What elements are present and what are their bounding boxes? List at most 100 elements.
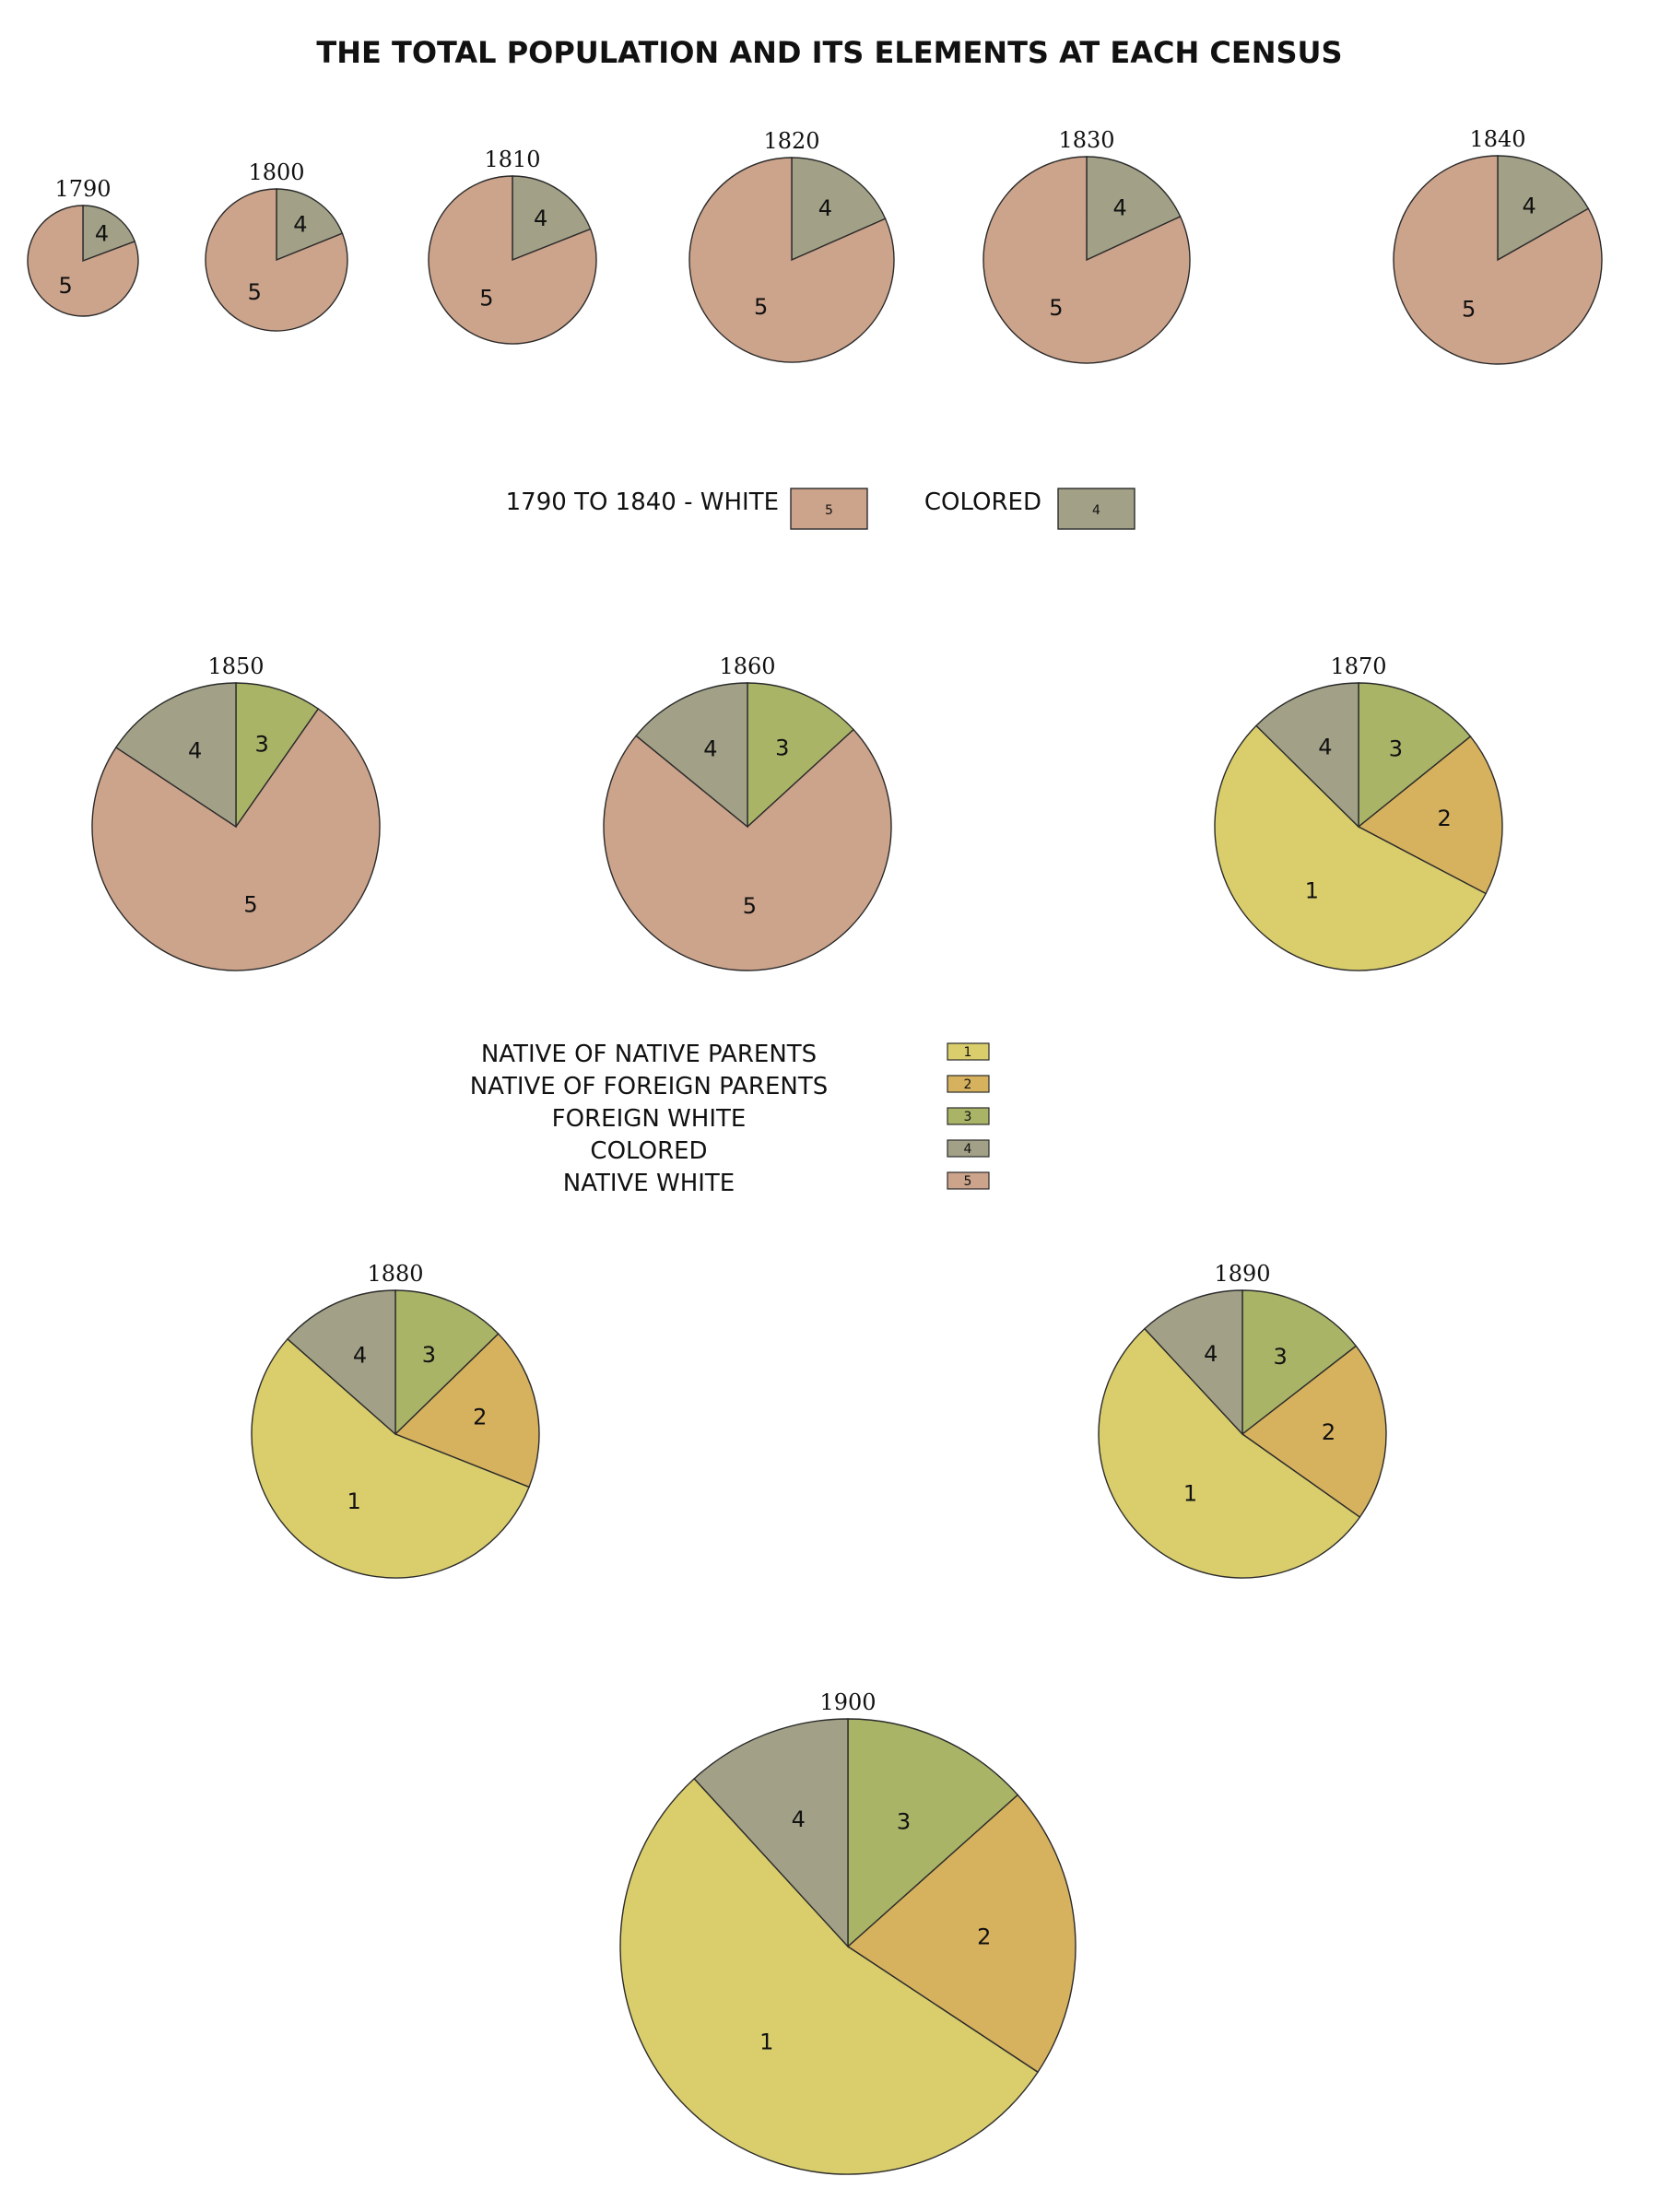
pie-slice-1890-1 [1098,1327,1361,1579]
pie-1900: 3 2 1 4 1900 [619,1689,1077,2175]
slice-label-1890-2: 2 [1322,1419,1335,1445]
slice-label-1870-2: 2 [1438,806,1452,831]
pie-slice-1870-1 [1214,724,1488,971]
pie-slice-1790-5 [27,205,139,317]
legend-label: NATIVE WHITE [563,1170,735,1197]
pie-slice-1830-4 [1086,156,1182,262]
slice-label-1840-4: 4 [1523,193,1536,218]
slice-label-1810-4: 4 [534,206,547,231]
pie-year-label: 1830 [1058,127,1114,153]
slice-label-1860-3: 3 [775,735,789,760]
legend-swatch-key: 5 [964,1174,972,1189]
pie-slice-1870-4 [1255,682,1359,829]
pie-slice-1810-5 [428,175,597,345]
pie-slice-1900-4 [693,1718,849,1948]
slice-label-1800-5: 5 [248,279,262,305]
legend-1790-1840: 1790 TO 1840 - WHITE 5 COLORED 4 [506,488,1135,530]
legend-label: COLORED [590,1137,707,1165]
pie-1850: 3 5 4 1850 [91,653,381,971]
pie-1870: 3 2 1 4 1870 [1214,653,1503,971]
slice-label-1860-4: 4 [703,735,717,761]
slice-label-1860-5: 5 [743,893,757,919]
slice-label-1870-1: 1 [1305,877,1319,903]
pie-year-label: 1840 [1469,126,1525,152]
legend-swatch-5 [790,488,868,530]
legend-label: NATIVE OF FOREIGN PARENTS [470,1073,829,1100]
legend-label: NATIVE OF NATIVE PARENTS [481,1041,817,1068]
slice-label-1890-1: 1 [1183,1481,1197,1507]
pie-1820: 4 5 1820 [688,128,895,363]
pie-1860: 3 5 4 1860 [603,653,892,971]
pie-slice-1880-4 [286,1289,396,1436]
slice-label-1850-5: 5 [243,891,257,917]
pie-year-label: 1860 [719,653,775,679]
pie-year-label: 1870 [1330,653,1386,679]
slice-label-1890-4: 4 [1204,1341,1218,1367]
pie-slice-1810-4 [512,175,592,262]
slice-label-1870-3: 3 [1389,736,1403,762]
legend-swatch-3 [947,1107,990,1125]
legend-swatch-4 [947,1139,990,1158]
slice-label-1820-4: 4 [818,195,832,221]
pie-year-label: 1890 [1214,1261,1270,1287]
pie-slice-1860-4 [635,682,748,829]
pie-slice-1820-4 [791,157,887,262]
slice-label-1870-4: 4 [1318,735,1332,760]
pie-1810: 4 5 1810 [428,147,597,345]
pie-slice-1850-4 [114,682,237,829]
legend-swatch-1 [947,1042,990,1061]
legend-swatch-4 [1057,488,1135,530]
pie-slice-1900-3 [847,1718,1019,1948]
pie-slice-1850-3 [235,682,320,830]
pie-year-label: 1850 [207,653,264,679]
pie-slice-1880-2 [394,1333,540,1488]
slice-label-1900-3: 3 [897,1809,911,1835]
pie-slice-1880-3 [394,1289,500,1436]
pie-1830: 4 5 1830 [982,127,1191,364]
slice-label-1820-5: 5 [754,294,768,320]
pie-year-label: 1810 [484,147,540,172]
legend-swatch-5 [947,1171,990,1190]
pie-charts: 4517904518004518104518204518304518403541… [27,126,1603,2175]
pie-slice-1860-5 [603,728,892,971]
pie-year-label: 1880 [367,1261,423,1287]
pie-slice-1900-1 [619,1777,1039,2175]
legend-swatch-key: 1 [964,1045,972,1060]
slice-label-1830-4: 4 [1113,194,1127,220]
pie-slice-1870-2 [1357,735,1503,895]
slice-label-1790-5: 5 [59,273,73,299]
legend-swatch-key: 2 [964,1077,972,1092]
slice-label-1880-4: 4 [353,1343,367,1369]
pie-1890: 3 2 1 4 1890 [1098,1261,1387,1579]
legend-swatch-key: 4 [964,1142,972,1157]
pie-slice-1900-2 [846,1794,1077,2074]
pie-1790: 4 5 1790 [27,176,139,317]
legend-label: COLORED [924,488,1041,516]
pie-slice-1830-5 [982,156,1191,364]
slice-label-1890-3: 3 [1274,1344,1288,1370]
pie-slice-1800-4 [276,188,344,262]
legend-swatch-key: 5 [825,503,833,518]
legend-label: 1790 TO 1840 - WHITE [506,488,779,516]
legend-swatch-key: 3 [964,1110,972,1124]
pie-slice-1890-3 [1241,1289,1358,1436]
slice-label-1840-5: 5 [1462,297,1476,323]
slice-label-1900-4: 4 [792,1806,806,1832]
pie-year-label: 1800 [248,159,304,185]
slice-label-1880-3: 3 [422,1342,436,1368]
slice-label-1790-4: 4 [95,220,109,246]
slice-label-1900-2: 2 [977,1924,991,1949]
pie-slice-1860-3 [747,682,855,829]
slice-label-1810-5: 5 [479,285,493,311]
slice-label-1850-3: 3 [254,732,268,758]
slice-label-1900-1: 1 [759,2029,773,2054]
pie-1840: 4 5 1840 [1393,126,1603,365]
pie-1880: 3 2 1 4 1880 [251,1261,540,1579]
legend-swatch-2 [947,1075,990,1093]
legend-swatch-key: 4 [1092,503,1100,518]
slice-label-1880-2: 2 [473,1405,487,1430]
pie-slice-1880-1 [251,1337,530,1579]
pie-slice-1890-2 [1241,1345,1387,1519]
pie-year-label: 1900 [819,1689,876,1715]
